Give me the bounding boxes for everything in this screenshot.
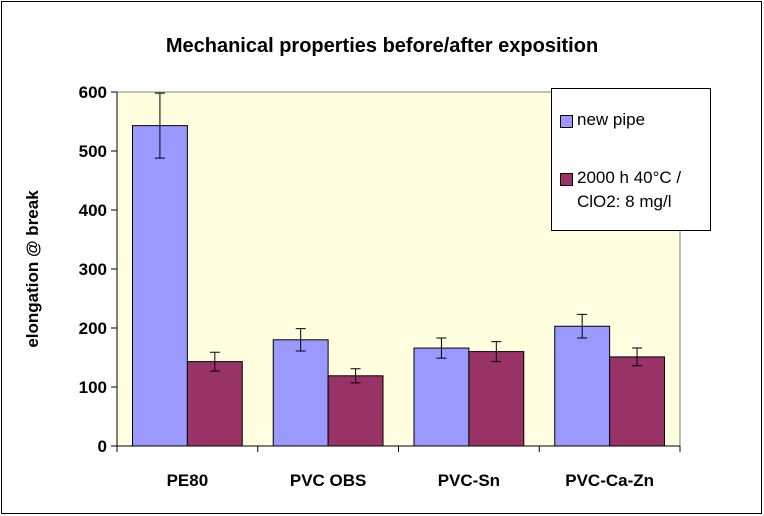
bar: [131, 125, 188, 447]
chart-title: Mechanical properties before/after expos…: [166, 35, 598, 57]
error-bar: [632, 347, 643, 367]
legend-swatch: [560, 115, 573, 128]
y-tick-label: 200: [79, 319, 107, 338]
y-tick-label: 100: [79, 378, 107, 397]
bar: [272, 339, 329, 447]
y-tick-label: 500: [79, 142, 107, 161]
legend-item: new pipe: [560, 110, 707, 132]
bar: [186, 361, 243, 447]
legend-label: 2000 h 40°C / ClO2: 8 mg/l: [577, 168, 682, 211]
y-tick-label: 300: [79, 260, 107, 279]
x-tick-label: PVC OBS: [290, 471, 367, 490]
y-axis-label: elongation @ break: [23, 190, 42, 348]
x-tick-label: PVC-Sn: [438, 471, 500, 490]
bar: [468, 351, 525, 447]
bar: [554, 325, 611, 447]
error-bar: [350, 368, 361, 384]
error-bar: [209, 351, 220, 372]
legend-item: 2000 h 40°C / ClO2: 8 mg/l: [560, 168, 707, 214]
x-tick-label: PE80: [167, 471, 209, 490]
bar: [609, 356, 666, 447]
legend-label: new pipe: [577, 110, 646, 129]
bar: [327, 375, 384, 447]
legend-swatch: [560, 173, 573, 186]
bar: [413, 347, 470, 447]
error-bar: [436, 337, 447, 359]
y-tick-label: 0: [98, 437, 107, 456]
error-bar: [295, 328, 306, 352]
error-bar: [154, 92, 165, 159]
error-bar: [577, 313, 588, 339]
y-tick-label: 400: [79, 201, 107, 220]
x-tick-label: PVC-Ca-Zn: [565, 471, 654, 490]
error-bar: [491, 341, 502, 363]
y-tick-label: 600: [79, 83, 107, 102]
legend: new pipe 2000 h 40°C / ClO2: 8 mg/l: [551, 88, 711, 231]
